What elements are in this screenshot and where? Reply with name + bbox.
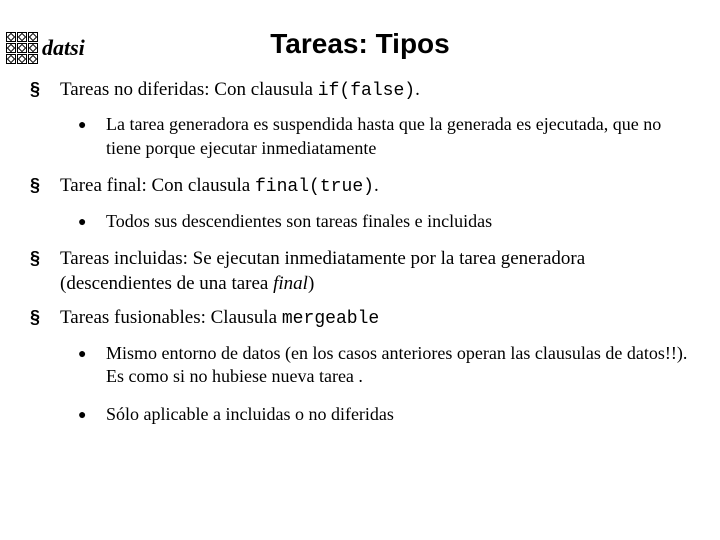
slide: datsi Tareas: Tipos §Tareas no diferidas… bbox=[0, 28, 720, 540]
item-text: Tareas incluidas: Se ejecutan inmediatam… bbox=[60, 247, 690, 296]
list-item-level2: ●Sólo aplicable a incluidas o no diferid… bbox=[78, 403, 690, 426]
list-item-level2: ●Todos sus descendientes son tareas fina… bbox=[78, 210, 690, 233]
dot-bullet-icon: ● bbox=[78, 113, 106, 160]
page-title: Tareas: Tipos bbox=[0, 28, 720, 60]
item-text: Tareas fusionables: Clausula mergeable bbox=[60, 306, 690, 331]
dot-bullet-icon: ● bbox=[78, 342, 106, 389]
item-text: Sólo aplicable a incluidas o no diferida… bbox=[106, 403, 690, 426]
list-item-level1: §Tareas incluidas: Se ejecutan inmediata… bbox=[30, 247, 690, 296]
square-bullet-icon: § bbox=[30, 306, 60, 331]
list-item-level2: ●Mismo entorno de datos (en los casos an… bbox=[78, 342, 690, 389]
item-text: Mismo entorno de datos (en los casos ant… bbox=[106, 342, 690, 389]
dot-bullet-icon: ● bbox=[78, 210, 106, 233]
code-span: mergeable bbox=[282, 309, 379, 329]
item-text: La tarea generadora es suspendida hasta … bbox=[106, 113, 690, 160]
list-item-level1: §Tarea final: Con clausula final(true). bbox=[30, 174, 690, 199]
logo-text: datsi bbox=[42, 35, 85, 61]
item-text: Tarea final: Con clausula final(true). bbox=[60, 174, 690, 199]
content-body: §Tareas no diferidas: Con clausula if(fa… bbox=[0, 78, 720, 426]
list-item-level1: §Tareas fusionables: Clausula mergeable bbox=[30, 306, 690, 331]
item-text: Tareas no diferidas: Con clausula if(fal… bbox=[60, 78, 690, 103]
square-bullet-icon: § bbox=[30, 174, 60, 199]
list-item-level2: ●La tarea generadora es suspendida hasta… bbox=[78, 113, 690, 160]
logo-grid-icon bbox=[6, 32, 38, 64]
code-span: final(true) bbox=[255, 177, 374, 197]
square-bullet-icon: § bbox=[30, 78, 60, 103]
list-item-level1: §Tareas no diferidas: Con clausula if(fa… bbox=[30, 78, 690, 103]
item-text: Todos sus descendientes son tareas final… bbox=[106, 210, 690, 233]
logo: datsi bbox=[6, 32, 85, 64]
italic-span: final bbox=[273, 273, 308, 294]
code-span: if(false) bbox=[318, 81, 415, 101]
dot-bullet-icon: ● bbox=[78, 403, 106, 426]
square-bullet-icon: § bbox=[30, 247, 60, 296]
